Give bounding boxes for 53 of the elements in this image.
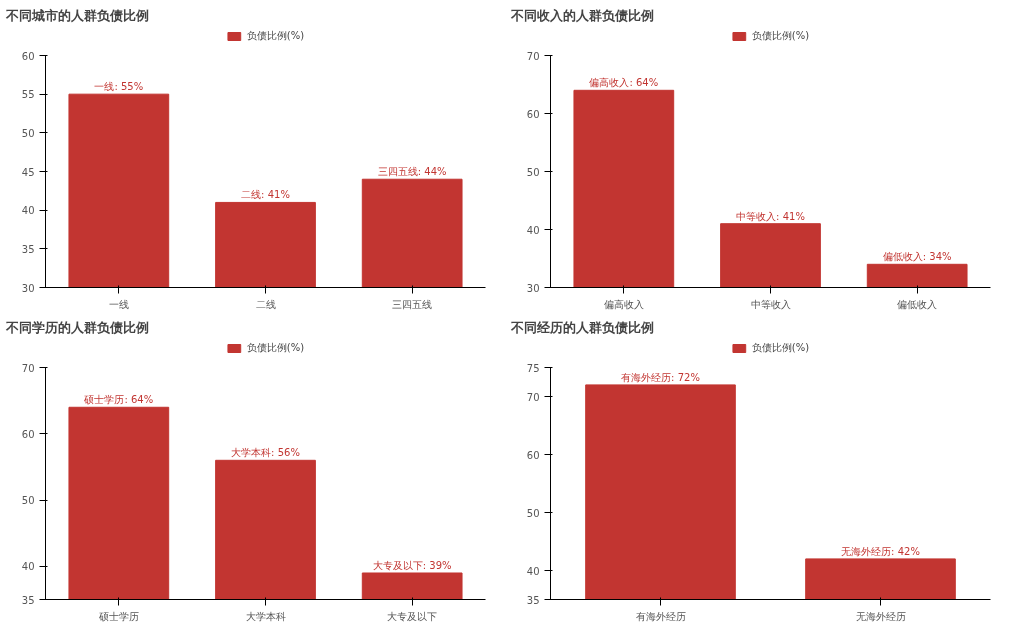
legend-label: 负债比例(%) — [751, 341, 810, 355]
x-tick-label: 大专及以下 — [387, 610, 438, 622]
y-tick-label: 55 — [21, 89, 35, 101]
legend-label: 负债比例(%) — [246, 29, 305, 43]
x-tick-label: 硕士学历 — [97, 610, 139, 622]
y-tick-label: 60 — [526, 108, 540, 120]
y-tick-label: 35 — [21, 594, 35, 606]
chart-title: 不同收入的人群负债比例 — [509, 7, 654, 23]
y-tick-label: 30 — [21, 282, 35, 294]
x-tick-label: 偏高收入 — [603, 298, 644, 310]
legend-label: 负债比例(%) — [751, 29, 810, 43]
y-tick-label: 60 — [526, 449, 540, 461]
y-tick-label: 50 — [526, 166, 540, 178]
data-label: 硕士学历: 64% — [83, 394, 154, 406]
y-tick-label: 40 — [526, 565, 540, 577]
data-label: 大学本科: 56% — [231, 447, 300, 459]
y-tick-label: 35 — [526, 594, 540, 606]
y-tick-label: 40 — [21, 205, 35, 217]
x-tick-label: 一线 — [108, 298, 129, 310]
y-tick-label: 70 — [21, 362, 35, 374]
chart-title: 不同经历的人群负债比例 — [509, 319, 654, 335]
y-tick-label: 60 — [21, 428, 35, 440]
y-tick-label: 45 — [21, 166, 35, 178]
y-tick-label: 50 — [21, 127, 35, 139]
data-label: 二线: 41% — [241, 189, 290, 201]
data-label: 有海外经历: 72% — [621, 371, 700, 383]
y-tick-label: 50 — [526, 507, 540, 519]
y-tick-label: 40 — [21, 561, 35, 573]
y-tick-label: 50 — [21, 495, 35, 507]
legend-label: 负债比例(%) — [246, 341, 305, 355]
chart-title: 不同城市的人群负债比例 — [4, 7, 149, 23]
y-tick-label: 30 — [526, 282, 540, 294]
data-label: 无海外经历: 42% — [841, 545, 920, 557]
y-tick-label: 70 — [526, 50, 540, 62]
x-tick-label: 偏低收入 — [897, 298, 938, 310]
x-tick-label: 有海外经历 — [635, 610, 686, 622]
x-tick-label: 三四五线 — [392, 298, 433, 310]
x-tick-label: 大学本科 — [245, 610, 286, 622]
data-label: 大专及以下: 39% — [372, 559, 452, 571]
data-label: 三四五线: 44% — [377, 166, 447, 178]
y-tick-label: 70 — [526, 391, 540, 403]
x-tick-label: 二线 — [255, 298, 276, 310]
data-label: 一线: 55% — [94, 81, 144, 93]
data-label: 偏低收入: 34% — [882, 251, 952, 263]
data-label: 偏高收入: 64% — [589, 77, 659, 89]
y-tick-label: 60 — [21, 50, 35, 62]
chart-title: 不同学历的人群负债比例 — [4, 319, 149, 335]
y-tick-label: 75 — [526, 362, 540, 374]
y-tick-label: 40 — [526, 224, 540, 236]
y-tick-label: 35 — [21, 243, 35, 255]
x-tick-label: 中等收入 — [750, 298, 791, 310]
x-tick-label: 无海外经历 — [855, 610, 906, 622]
data-label: 中等收入: 41% — [736, 210, 805, 222]
